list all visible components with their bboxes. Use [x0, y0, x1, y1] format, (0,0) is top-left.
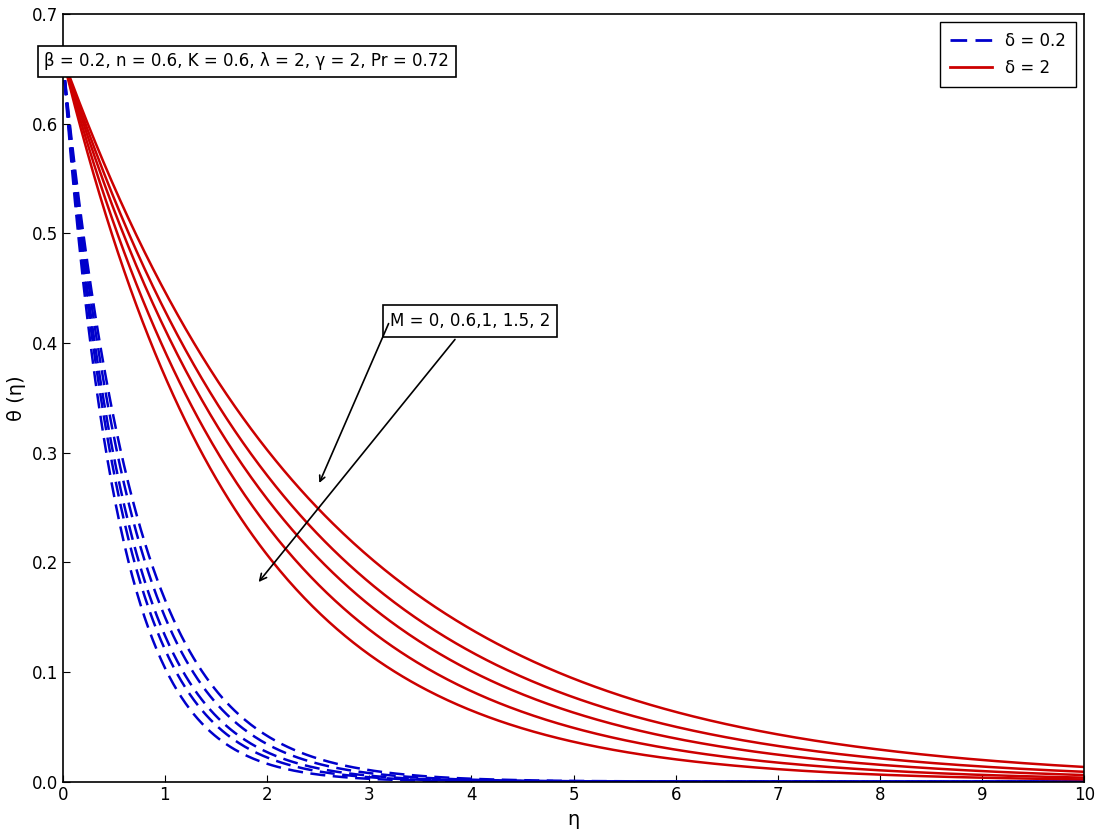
- X-axis label: η: η: [568, 810, 580, 829]
- Y-axis label: θ (η): θ (η): [7, 375, 26, 421]
- Legend: δ = 0.2, δ = 2: δ = 0.2, δ = 2: [940, 23, 1077, 87]
- Text: M = 0, 0.6,1, 1.5, 2: M = 0, 0.6,1, 1.5, 2: [260, 312, 550, 581]
- Text: β = 0.2, n = 0.6, K = 0.6, λ = 2, γ = 2, Pr = 0.72: β = 0.2, n = 0.6, K = 0.6, λ = 2, γ = 2,…: [44, 53, 450, 70]
